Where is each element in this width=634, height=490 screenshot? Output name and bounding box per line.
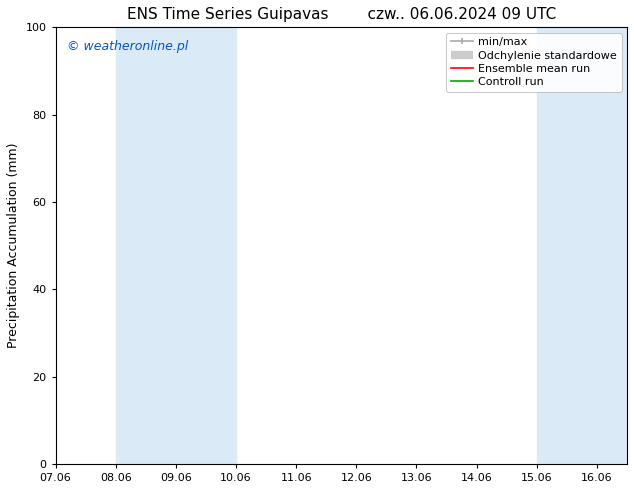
Legend: min/max, Odchylenie standardowe, Ensemble mean run, Controll run: min/max, Odchylenie standardowe, Ensembl… (446, 33, 621, 92)
Y-axis label: Precipitation Accumulation (mm): Precipitation Accumulation (mm) (7, 143, 20, 348)
Text: © weatheronline.pl: © weatheronline.pl (67, 40, 188, 53)
Bar (115, 27, 236, 464)
Bar (537, 27, 627, 464)
Title: ENS Time Series Guipavas        czw.. 06.06.2024 09 UTC: ENS Time Series Guipavas czw.. 06.06.202… (127, 7, 556, 22)
